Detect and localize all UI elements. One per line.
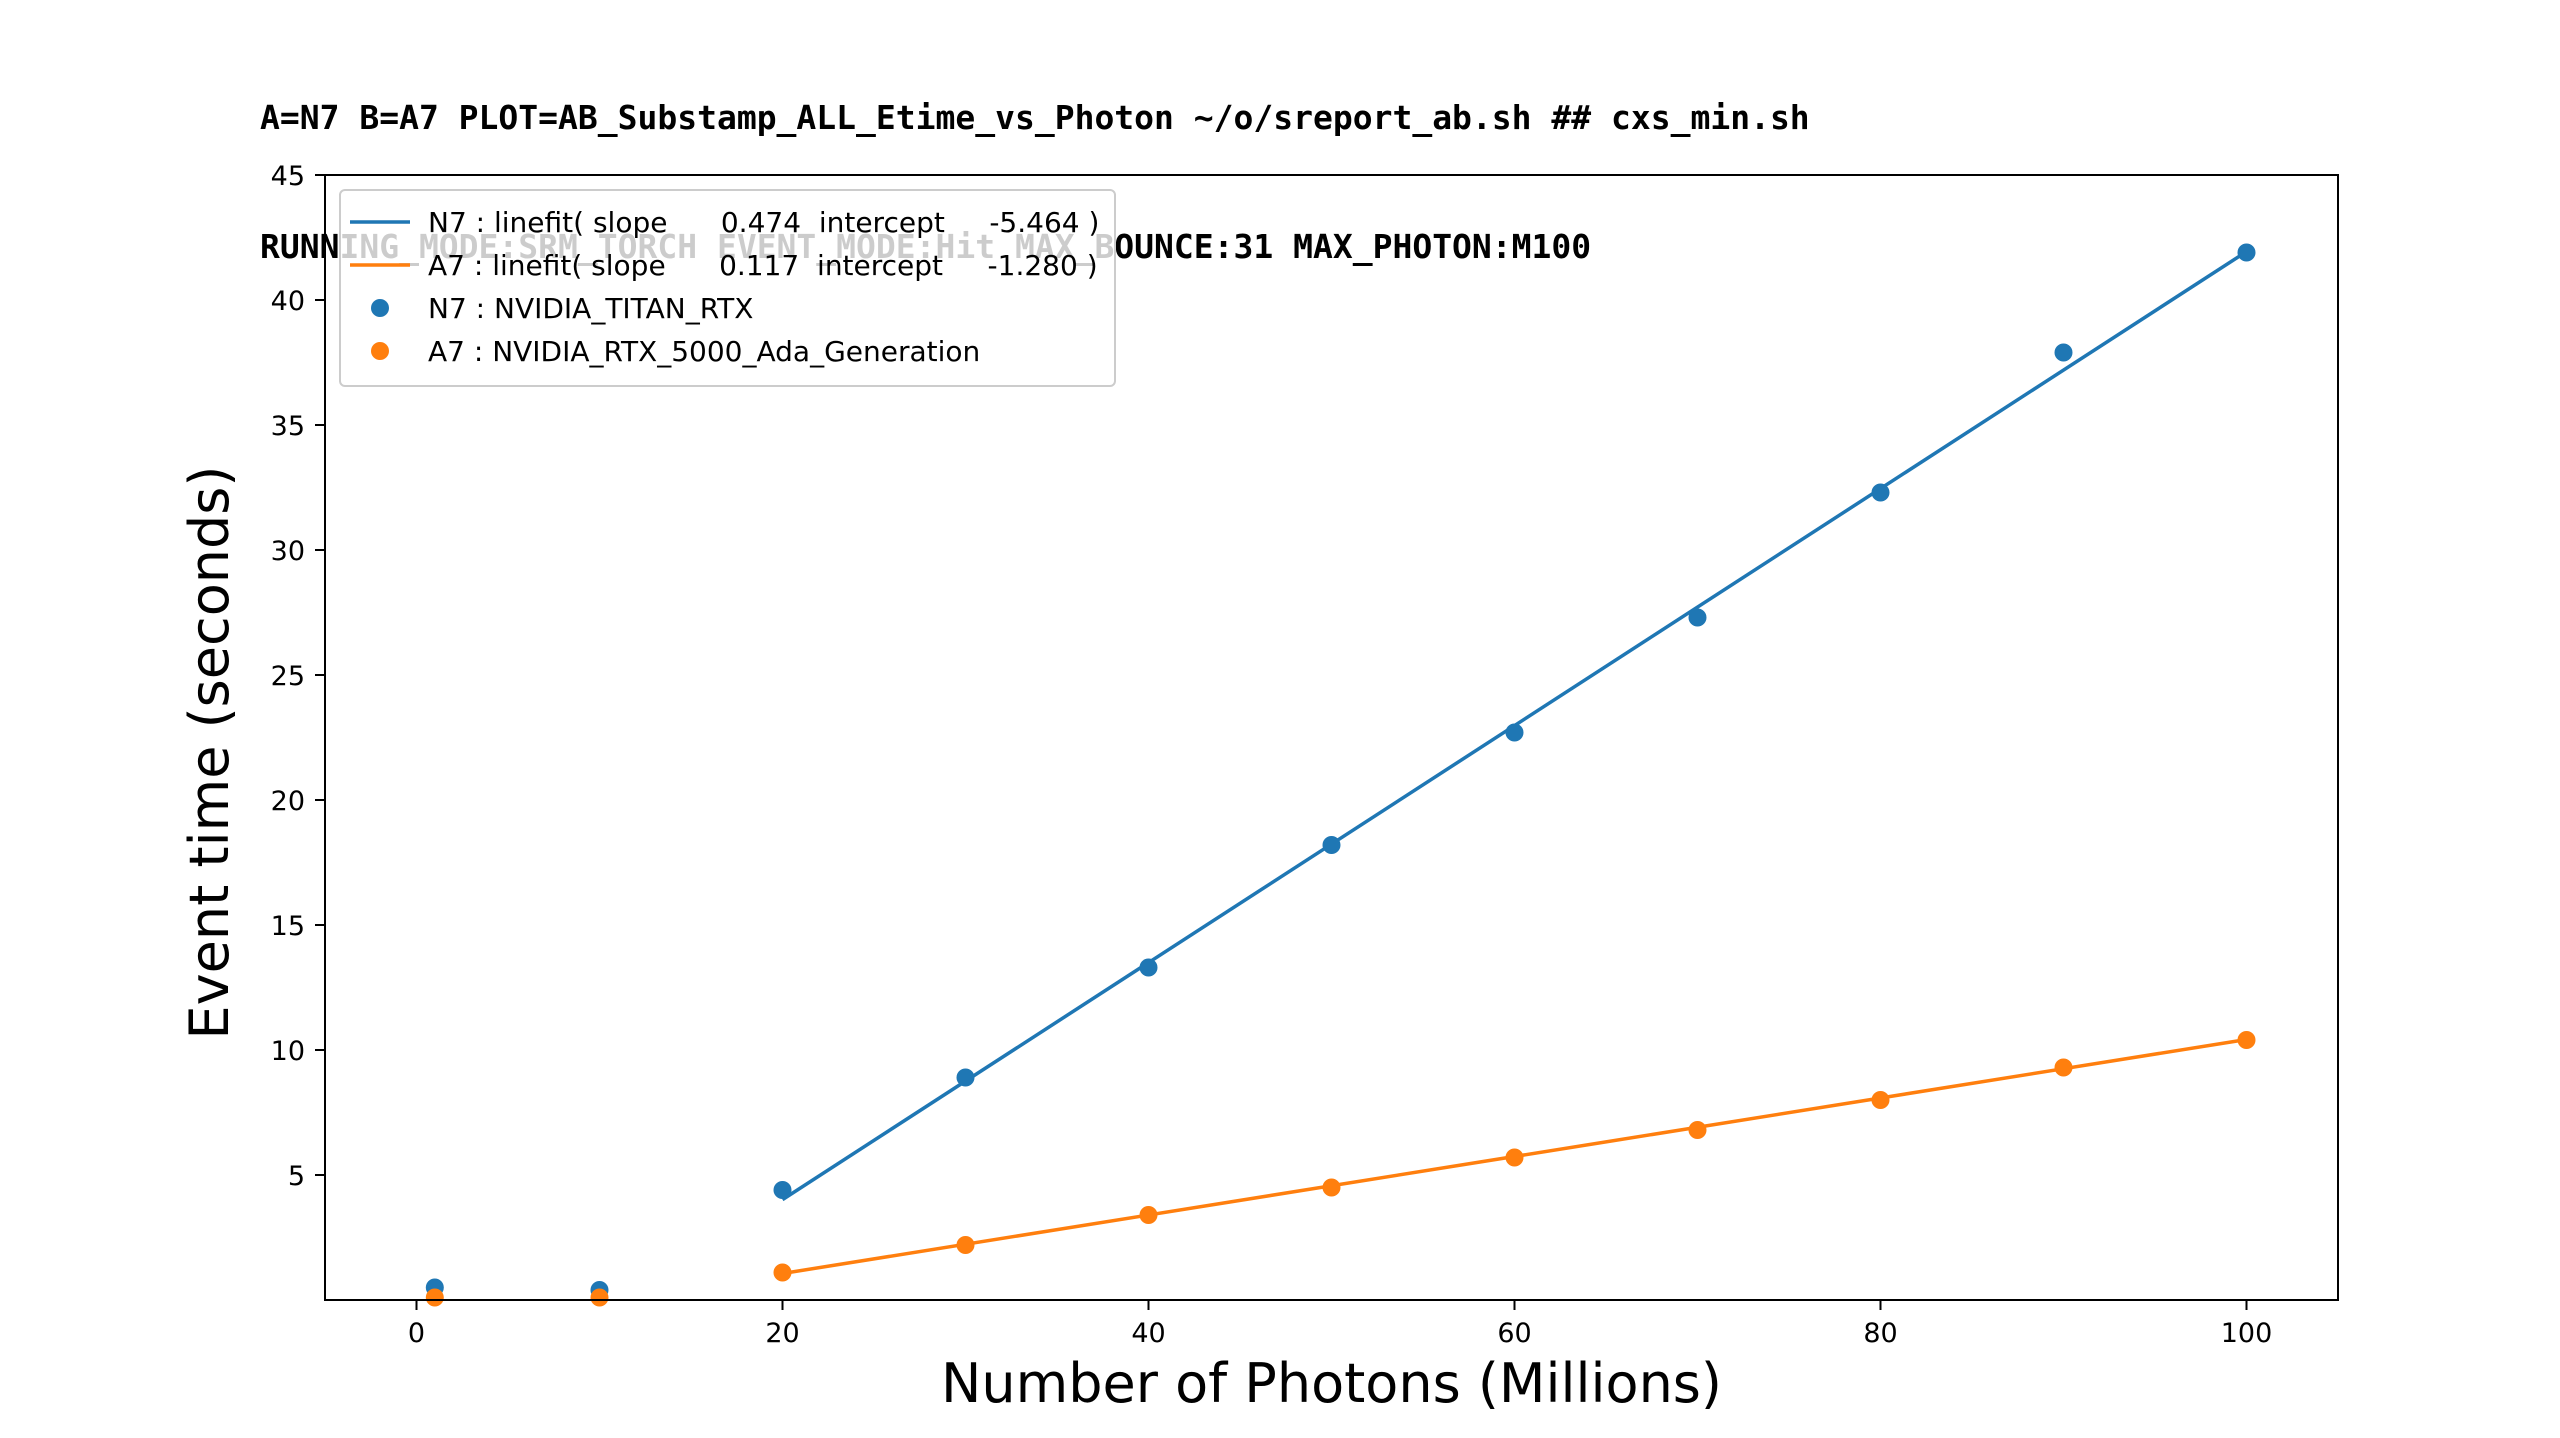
legend-entry-label: A7 : NVIDIA_RTX_5000_Ada_Generation <box>428 335 980 368</box>
y-tick-label: 40 <box>271 286 305 317</box>
legend-entry-label: N7 : linefit( slope 0.474 intercept -5.4… <box>428 206 1099 239</box>
chart-marks <box>425 243 2256 1307</box>
axis-ticks: 0 20 40 60 80 100 5 10 15 20 25 30 35 40 45 <box>271 161 2273 1349</box>
legend: N7 : linefit( slope 0.474 intercept -5.4… <box>339 189 1116 387</box>
x-tick-label: 60 <box>1497 1318 1531 1349</box>
data-point-series-1 <box>590 1288 609 1307</box>
data-point-series-0 <box>1688 608 1707 627</box>
y-tick-label: 30 <box>271 536 305 567</box>
data-point-series-1 <box>773 1263 792 1282</box>
x-tick-label: 0 <box>408 1318 425 1349</box>
y-tick-label: 25 <box>271 661 305 692</box>
data-point-series-0 <box>1871 483 1890 502</box>
data-point-series-0 <box>1505 723 1524 742</box>
data-point-series-1 <box>1322 1178 1341 1197</box>
data-point-series-0 <box>1139 958 1158 977</box>
y-tick-label: 10 <box>271 1036 305 1067</box>
x-tick-label: 100 <box>2221 1318 2273 1349</box>
x-tick-label: 40 <box>1131 1318 1165 1349</box>
y-axis-label: Event time (seconds) <box>178 466 241 1040</box>
data-point-series-1 <box>2237 1031 2256 1049</box>
data-point-series-1 <box>1505 1148 1524 1167</box>
data-point-series-0 <box>773 1181 792 1199</box>
data-point-series-0 <box>2054 343 2073 362</box>
data-point-series-1 <box>1139 1206 1158 1224</box>
data-point-series-0 <box>1322 836 1341 854</box>
y-tick-label: 15 <box>271 911 305 942</box>
y-tick-label: 5 <box>288 1161 305 1192</box>
data-point-series-0 <box>956 1068 975 1087</box>
x-tick-label: 20 <box>765 1318 799 1349</box>
data-point-series-1 <box>956 1236 975 1254</box>
legend-point-swatch <box>371 299 389 317</box>
legend-entry-label: N7 : NVIDIA_TITAN_RTX <box>428 292 753 325</box>
chart-title-line-1: A=N7 B=A7 PLOT=AB_Substamp_ALL_Etime_vs_… <box>260 98 1810 137</box>
y-tick-label: 35 <box>271 411 305 442</box>
data-point-series-1 <box>2054 1058 2073 1077</box>
x-axis-label: Number of Photons (Millions) <box>941 1352 1722 1415</box>
legend-point-swatch <box>371 342 389 360</box>
legend-box <box>339 189 1116 387</box>
data-point-series-1 <box>1871 1091 1890 1109</box>
data-point-series-0 <box>2237 243 2256 262</box>
legend-entry-label: A7 : linefit( slope 0.117 intercept -1.2… <box>428 249 1098 282</box>
plot-frame <box>324 174 2339 1301</box>
data-point-series-1 <box>1688 1121 1707 1139</box>
x-tick-label: 80 <box>1863 1318 1897 1349</box>
data-point-series-1 <box>425 1288 444 1307</box>
y-tick-label: 45 <box>271 161 305 192</box>
y-tick-label: 20 <box>271 786 305 817</box>
